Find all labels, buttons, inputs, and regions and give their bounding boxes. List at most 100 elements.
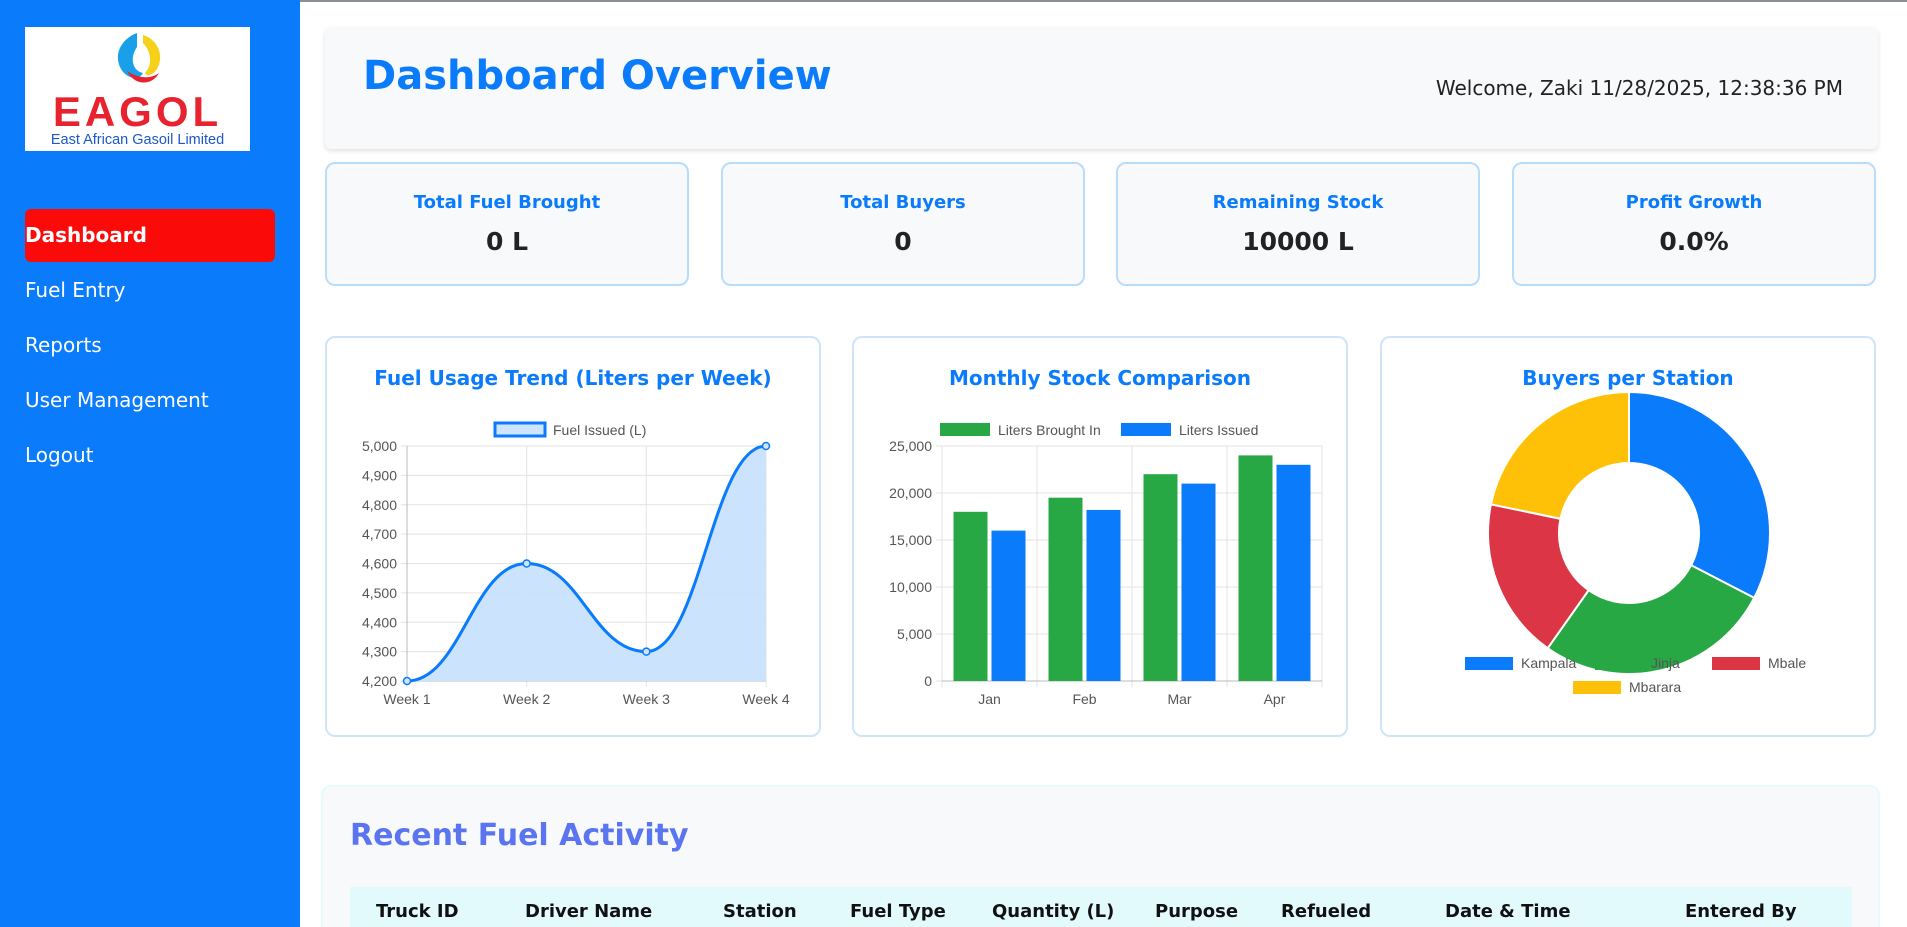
legend-label-kampala: Kampala (1521, 655, 1576, 671)
logo-wordmark: EAGOL (52, 88, 223, 135)
column-header-truck-id[interactable]: Truck ID (376, 901, 459, 922)
fuel-usage-line-chart: Fuel Issued (L) 5,000 4,900 4,800 4,700 4,600… (362, 421, 790, 707)
column-header-station[interactable]: Station (723, 901, 797, 922)
y-tick-label: 4,800 (362, 497, 397, 513)
chart-card-fuel-usage: Fuel Usage Trend (Liters per Week) Fuel … (325, 336, 821, 737)
y-tick-label: 4,300 (362, 644, 397, 660)
monthly-stock-bar-chart: Liters Brought In Liters Issued 25,000 20,0… (889, 422, 1323, 707)
x-tick-label: Week 4 (742, 691, 789, 707)
y-tick-label: 25,000 (889, 438, 932, 454)
y-tick-label: 15,000 (889, 532, 932, 548)
legend-swatch-kampala (1465, 657, 1513, 670)
stat-card-profit-growth: Profit Growth 0.0% (1512, 162, 1876, 286)
stat-card-remaining-stock: Remaining Stock 10000 L (1116, 162, 1480, 286)
y-tick-label: 4,900 (362, 467, 397, 483)
x-tick-label: Jan (978, 691, 1001, 707)
bar-liters-brought-in (1048, 497, 1083, 681)
bar-liters-issued (991, 530, 1026, 681)
legend-swatch-liters-brought-in (940, 423, 990, 436)
sidebar-item-dashboard[interactable]: Dashboard (25, 209, 275, 262)
x-tick-label: Week 1 (383, 691, 430, 707)
buyers-doughnut-chart: Kampala Jinja Mbale Mbarara (1465, 390, 1806, 695)
y-tick-label: 4,500 (362, 585, 397, 601)
slice-jinja (1546, 563, 1756, 675)
y-tick-label: 20,000 (889, 485, 932, 501)
sidebar-item-user-management[interactable]: User Management (25, 388, 209, 412)
stat-value: 10000 L (1242, 227, 1354, 256)
legend-swatch-mbale (1712, 657, 1760, 670)
chart-card-buyers-per-station: Buyers per Station Kampala Jinja Mbale Mbar… (1380, 336, 1876, 737)
stat-label: Remaining Stock (1212, 192, 1384, 213)
bar-liters-brought-in (953, 511, 988, 681)
y-tick-label: 0 (924, 673, 932, 689)
sidebar-item-fuel-entry[interactable]: Fuel Entry (25, 278, 126, 302)
section-title: Recent Fuel Activity (350, 818, 689, 853)
y-tick-label: 4,400 (362, 614, 397, 630)
stat-label: Total Fuel Brought (413, 192, 601, 213)
stat-card-total-buyers: Total Buyers 0 (721, 162, 1085, 286)
bar-liters-issued (1276, 464, 1311, 681)
legend-label-liters-brought-in: Liters Brought In (998, 422, 1101, 438)
company-logo: EAGOL East African Gasoil Limited (25, 27, 250, 151)
legend-swatch-liters-issued (1121, 423, 1171, 436)
legend-swatch-fuel-issued (493, 421, 547, 438)
sidebar-item-reports[interactable]: Reports (25, 333, 102, 357)
data-point (642, 647, 651, 656)
legend-label-liters-issued: Liters Issued (1179, 422, 1258, 438)
x-tick-label: Mar (1167, 691, 1191, 707)
y-tick-label: 5,000 (897, 626, 932, 642)
page-header: Dashboard Overview Welcome, Zaki 11/28/2… (325, 27, 1878, 149)
chart-title: Fuel Usage Trend (Liters per Week) (374, 366, 772, 390)
welcome-message: Welcome, Zaki 11/28/2025, 12:38:36 PM (1435, 76, 1843, 100)
chart-title: Monthly Stock Comparison (948, 366, 1252, 390)
column-header-date-time[interactable]: Date & Time (1445, 901, 1571, 922)
column-header-purpose[interactable]: Purpose (1155, 901, 1239, 922)
series-line-fuel-issued (406, 444, 767, 683)
slice-mbarara (1489, 390, 1630, 520)
activity-table-header: Truck ID Driver Name Station Fuel Type Q… (350, 887, 1852, 927)
bar-liters-issued (1086, 509, 1121, 681)
series-area-fuel-issued (407, 446, 766, 681)
column-header-quantity[interactable]: Quantity (L) (992, 901, 1115, 922)
y-tick-label: 4,200 (362, 673, 397, 689)
legend-label-jinja: Jinja (1651, 655, 1680, 671)
column-header-entered-by[interactable]: Entered By (1685, 901, 1797, 922)
x-tick-label: Apr (1264, 691, 1286, 707)
stat-value: 0.0% (1659, 227, 1729, 256)
stat-value: 0 (894, 227, 912, 256)
data-point (402, 676, 412, 686)
slice-kampala (1628, 390, 1771, 600)
bar-liters-issued (1181, 483, 1216, 681)
sidebar-item-logout[interactable]: Logout (25, 443, 94, 467)
data-point (761, 441, 771, 451)
bar-liters-brought-in (1143, 474, 1178, 681)
column-header-fuel-type[interactable]: Fuel Type (850, 901, 946, 922)
y-tick-label: 4,700 (362, 526, 397, 542)
sidebar: EAGOL East African Gasoil Limited Dashbo… (0, 0, 300, 927)
bar-liters-brought-in (1238, 455, 1273, 681)
y-tick-label: 10,000 (889, 579, 932, 595)
x-tick-label: Feb (1072, 691, 1096, 707)
x-tick-label: Week 3 (623, 691, 670, 707)
chart-title: Buyers per Station (1522, 366, 1734, 390)
page-title: Dashboard Overview (363, 53, 832, 99)
legend-label-mbarara: Mbarara (1629, 679, 1681, 695)
y-tick-label: 4,600 (362, 556, 397, 572)
data-point (522, 559, 531, 568)
y-tick-label: 5,000 (362, 438, 397, 454)
legend-label-fuel-issued: Fuel Issued (L) (553, 422, 646, 438)
window-top-border (0, 0, 1907, 2)
slice-mbale (1487, 503, 1591, 650)
legend-swatch-jinja (1595, 657, 1643, 670)
logo-tagline: East African Gasoil Limited (50, 132, 225, 148)
stat-label: Total Buyers (840, 192, 966, 213)
logo-flame-icon (117, 33, 161, 83)
column-header-driver-name[interactable]: Driver Name (525, 901, 653, 922)
stat-label: Profit Growth (1625, 192, 1763, 213)
legend-swatch-mbarara (1573, 681, 1621, 694)
legend-label-mbale: Mbale (1768, 655, 1806, 671)
stat-value: 0 L (485, 227, 529, 256)
sidebar-nav: Dashboard Fuel Entry Reports User Manage… (25, 209, 275, 484)
column-header-refueled[interactable]: Refueled (1281, 901, 1372, 922)
x-tick-label: Week 2 (503, 691, 550, 707)
